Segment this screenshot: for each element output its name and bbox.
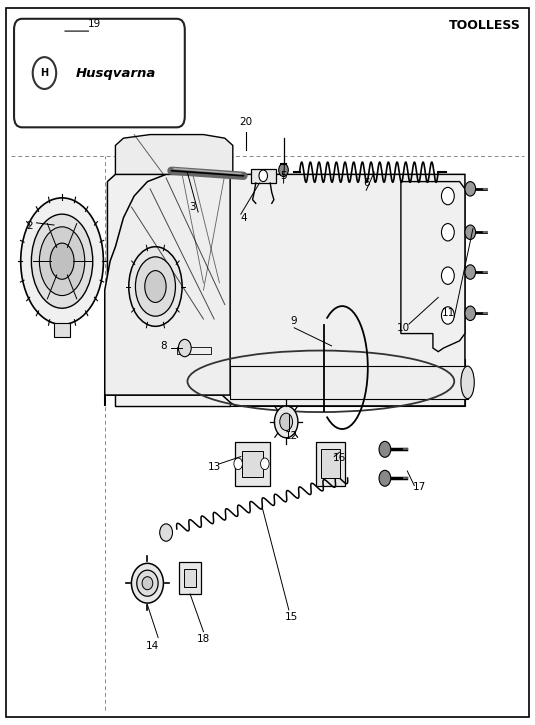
Text: 16: 16 — [333, 453, 346, 463]
Ellipse shape — [21, 198, 103, 325]
Circle shape — [465, 306, 476, 320]
Bar — [177, 347, 211, 354]
Bar — [235, 442, 270, 486]
Ellipse shape — [137, 570, 158, 596]
Ellipse shape — [135, 257, 175, 316]
Circle shape — [441, 187, 454, 204]
Circle shape — [465, 181, 476, 196]
Bar — [179, 562, 201, 594]
Text: 14: 14 — [146, 641, 159, 651]
Ellipse shape — [129, 247, 182, 326]
Text: 8: 8 — [160, 341, 167, 351]
Circle shape — [465, 265, 476, 279]
Text: 10: 10 — [397, 323, 410, 333]
Text: 19: 19 — [87, 19, 101, 29]
Polygon shape — [116, 135, 233, 174]
Text: 3: 3 — [189, 202, 196, 212]
Circle shape — [160, 524, 172, 542]
Polygon shape — [105, 174, 230, 406]
Text: 11: 11 — [442, 308, 456, 318]
Text: H: H — [40, 68, 49, 78]
Ellipse shape — [50, 243, 74, 279]
Bar — [184, 569, 196, 587]
Circle shape — [441, 267, 454, 284]
Bar — [54, 323, 70, 337]
Text: ™: ™ — [323, 338, 335, 351]
Bar — [251, 169, 276, 183]
Ellipse shape — [461, 366, 474, 399]
Text: Husqvarna: Husqvarna — [75, 67, 156, 80]
Bar — [321, 450, 340, 478]
Bar — [316, 442, 345, 486]
Polygon shape — [116, 359, 465, 406]
Polygon shape — [116, 174, 230, 406]
Circle shape — [33, 57, 56, 89]
Text: TOOLLESS: TOOLLESS — [449, 19, 521, 32]
Circle shape — [178, 339, 191, 357]
Ellipse shape — [145, 270, 166, 302]
Polygon shape — [108, 174, 465, 406]
Circle shape — [234, 458, 242, 470]
Ellipse shape — [32, 214, 93, 308]
Bar — [242, 451, 263, 477]
Polygon shape — [401, 181, 465, 352]
Text: 5: 5 — [280, 171, 287, 181]
Bar — [230, 366, 468, 399]
Circle shape — [441, 307, 454, 324]
Circle shape — [259, 170, 268, 181]
Text: 9: 9 — [291, 315, 297, 326]
Ellipse shape — [40, 227, 85, 296]
Text: PartTree: PartTree — [228, 349, 360, 376]
Text: 15: 15 — [285, 612, 298, 622]
Circle shape — [465, 225, 476, 239]
Text: 2: 2 — [27, 221, 33, 231]
Text: 4: 4 — [240, 212, 247, 223]
FancyBboxPatch shape — [14, 19, 185, 128]
Text: 18: 18 — [197, 634, 210, 644]
Circle shape — [261, 458, 269, 470]
Circle shape — [379, 471, 391, 486]
Circle shape — [441, 223, 454, 241]
Text: 6: 6 — [363, 178, 370, 188]
Circle shape — [280, 413, 293, 431]
Circle shape — [379, 442, 391, 457]
Circle shape — [274, 406, 298, 438]
Text: 13: 13 — [208, 463, 221, 473]
Circle shape — [279, 164, 288, 176]
Text: 17: 17 — [413, 482, 426, 492]
Text: 12: 12 — [285, 431, 298, 442]
Ellipse shape — [142, 576, 153, 589]
Text: 20: 20 — [240, 117, 253, 127]
Ellipse shape — [132, 563, 164, 603]
